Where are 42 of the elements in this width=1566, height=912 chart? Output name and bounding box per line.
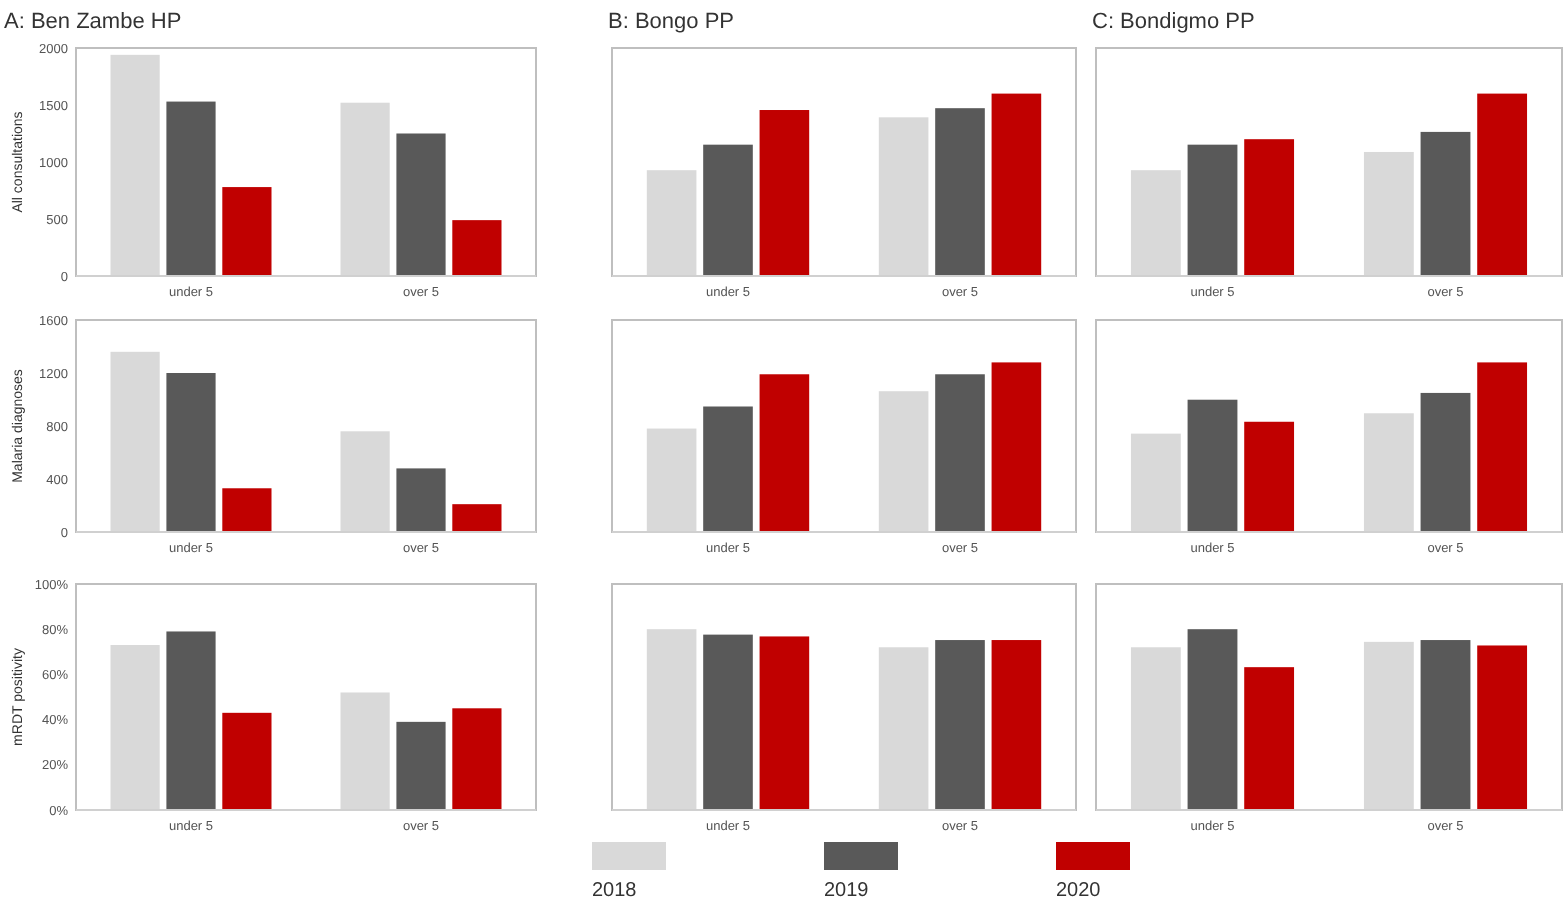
bar <box>1244 421 1295 532</box>
bar <box>703 634 753 810</box>
bar <box>396 721 446 810</box>
bar <box>991 640 1042 810</box>
legend-label: 2020 <box>1056 880 1102 902</box>
bar <box>1244 139 1295 276</box>
bar <box>452 708 502 810</box>
bar <box>1420 131 1471 276</box>
bar <box>222 488 272 532</box>
bar <box>703 406 753 532</box>
chart-title: C: Bondigmo PP <box>1092 10 1255 34</box>
bar <box>396 133 446 276</box>
bar <box>222 187 272 276</box>
bar <box>991 93 1042 276</box>
bar <box>452 220 502 276</box>
bar <box>1477 93 1528 276</box>
bar <box>1244 667 1295 810</box>
bar <box>1420 392 1471 532</box>
bar <box>759 110 810 276</box>
bar <box>759 636 810 810</box>
bar <box>166 101 216 276</box>
bar <box>1187 399 1238 532</box>
bar <box>759 374 810 532</box>
bar <box>222 712 272 810</box>
bar <box>452 504 502 532</box>
legend-label: 2018 <box>592 880 638 902</box>
bar <box>166 373 216 532</box>
bar <box>1477 362 1528 532</box>
bar <box>166 631 216 810</box>
bar <box>1187 144 1238 276</box>
bar <box>1187 629 1238 810</box>
bar <box>935 108 985 276</box>
bar <box>1420 640 1471 810</box>
bar <box>703 144 753 276</box>
bar <box>991 362 1042 532</box>
bar <box>1477 645 1528 810</box>
bar <box>396 468 446 532</box>
bar <box>935 640 985 810</box>
bar <box>935 374 985 532</box>
chart-title: B: Bongo PP <box>608 10 734 34</box>
legend-label: 2019 <box>824 880 870 902</box>
chart-title: A: Ben Zambe HP <box>4 10 182 34</box>
